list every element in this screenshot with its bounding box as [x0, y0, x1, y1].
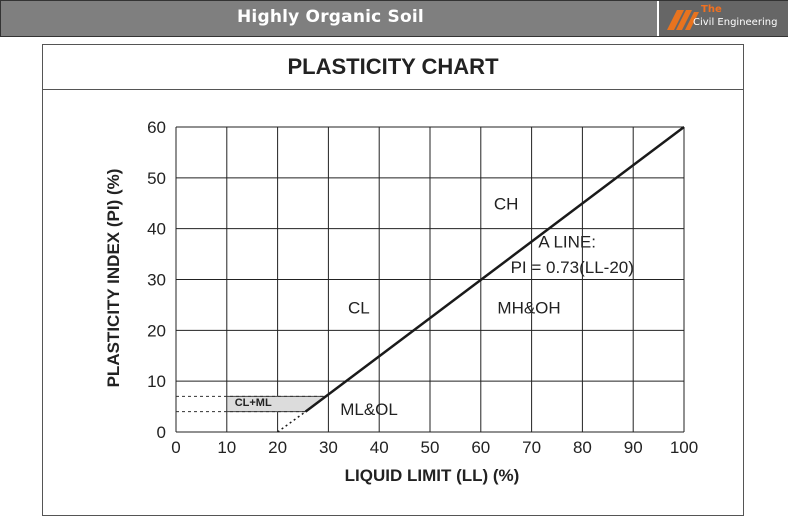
x-tick-label: 70 — [522, 438, 541, 457]
region-label: MH&OH — [497, 298, 560, 317]
x-tick-label: 10 — [217, 438, 236, 457]
x-tick-label: 100 — [670, 438, 698, 457]
logo-text-the: The — [701, 4, 722, 15]
header-title: Highly Organic Soil — [237, 7, 424, 27]
a-line-extension — [277, 411, 306, 433]
region-label: A LINE: — [538, 232, 596, 251]
x-tick-label: 40 — [370, 438, 389, 457]
x-axis-label: LIQUID LIMIT (LL) (%) — [345, 466, 520, 485]
logo-stripes-icon — [667, 10, 699, 30]
logo-text-name: Civil Engineering — [693, 17, 778, 28]
a-line — [304, 126, 685, 413]
y-tick-label: 20 — [147, 321, 166, 340]
x-tick-label: 0 — [171, 438, 180, 457]
x-tick-label: 30 — [319, 438, 338, 457]
x-tick-label: 80 — [573, 438, 592, 457]
y-tick-label: 60 — [147, 118, 166, 137]
plasticity-chart: CL+ML 0 10 20 30 40 50 60 70 80 90 100 0 10 20 30 40 50 6… — [104, 118, 698, 485]
cl-ml-label: CL+ML — [235, 397, 272, 409]
region-label: PI = 0.73(LL-20) — [511, 258, 634, 277]
x-tick-label: 90 — [624, 438, 643, 457]
region-label: ML&OL — [340, 400, 398, 419]
chart-card: PLASTICITY CHART CL+ML 0 10 20 30 40 50 60 70 80… — [42, 44, 744, 516]
y-tick-label: 0 — [157, 423, 166, 442]
y-tick-label: 50 — [147, 169, 166, 188]
y-tick-label: 40 — [147, 220, 166, 239]
chart-title: PLASTICITY CHART — [43, 45, 743, 90]
header-banner: Highly Organic Soil The Civil Engineerin… — [0, 0, 788, 37]
x-tick-label: 50 — [421, 438, 440, 457]
x-tick-label: 60 — [471, 438, 490, 457]
x-tick-label: 20 — [268, 438, 287, 457]
y-tick-label: 10 — [147, 372, 166, 391]
region-label: CL — [348, 298, 370, 317]
site-logo[interactable]: The Civil Engineering — [657, 1, 788, 36]
region-label: CH — [494, 194, 519, 213]
y-tick-label: 30 — [147, 271, 166, 290]
y-axis-label: PLASTICITY INDEX (PI) (%) — [104, 169, 123, 388]
